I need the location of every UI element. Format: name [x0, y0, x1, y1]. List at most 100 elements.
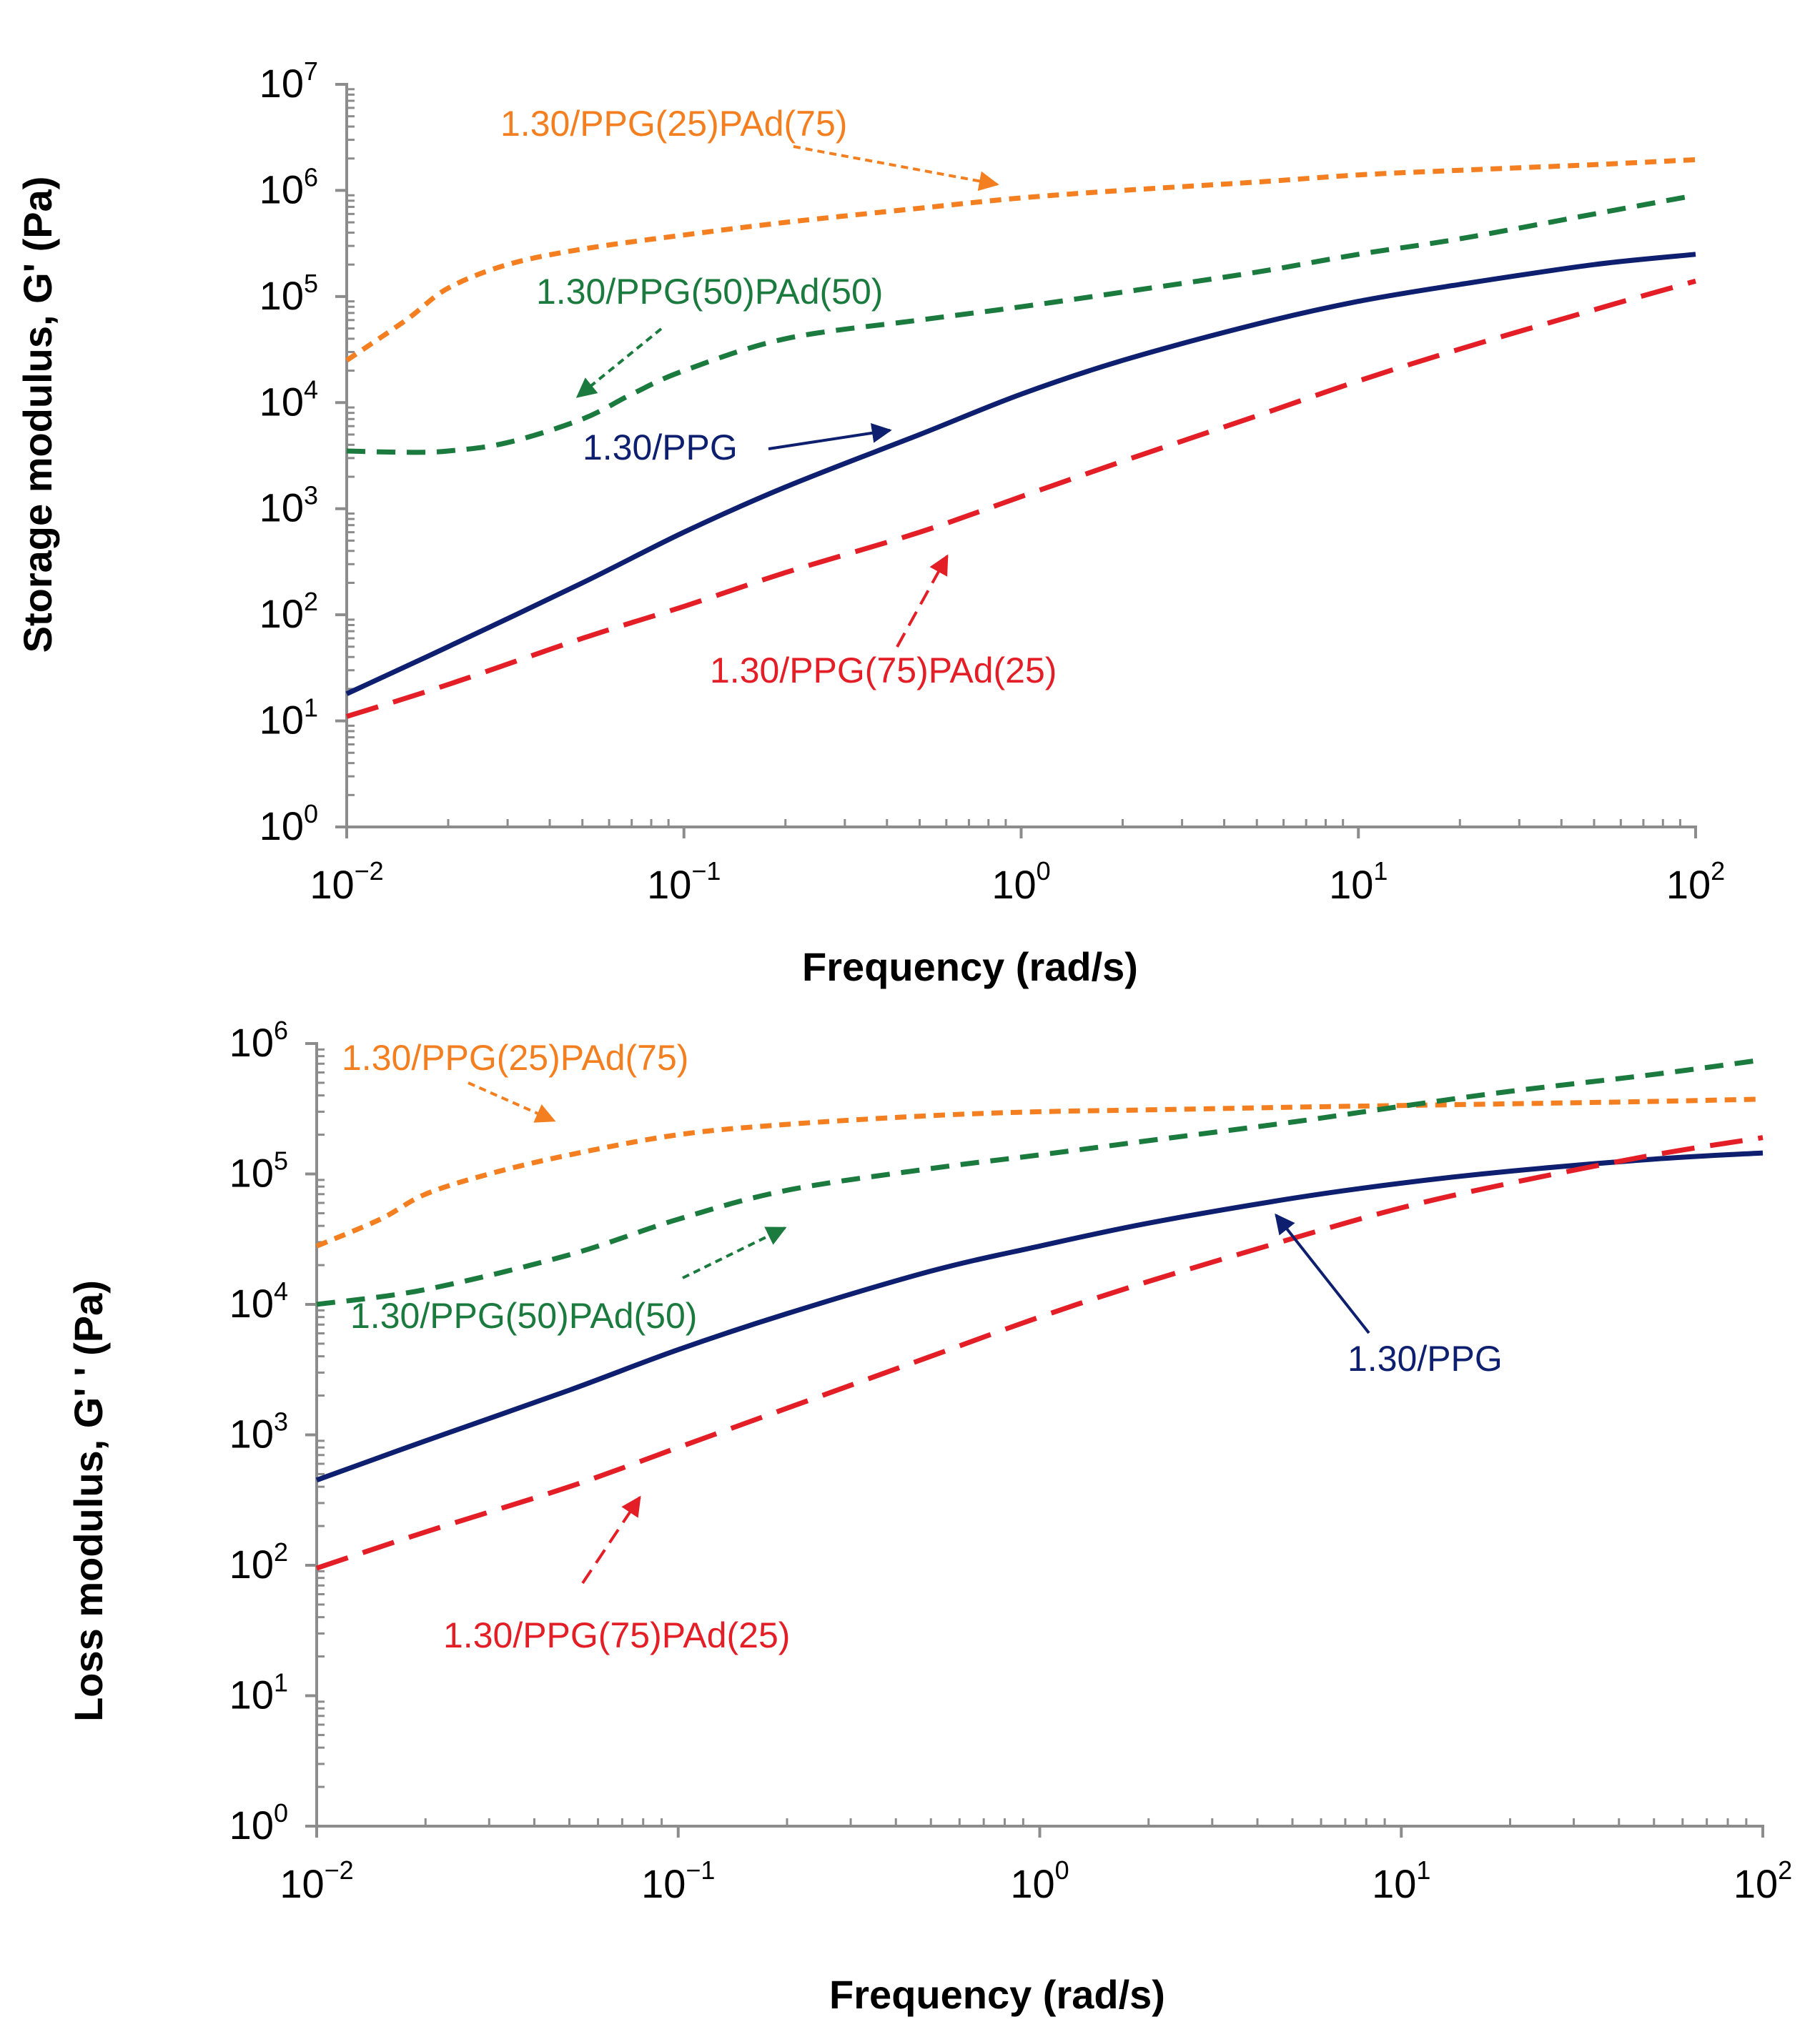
loss-y-tick-exp: 3: [274, 1407, 288, 1437]
storage-y-tick-exp: 3: [304, 481, 318, 510]
loss-y-tick-base: 10: [229, 1542, 274, 1587]
storage-y-tick-exp: 7: [304, 56, 318, 86]
loss-y-tick-exp: 4: [274, 1277, 288, 1306]
loss-y-tick-exp: 1: [274, 1668, 288, 1698]
storage-y-axis-title: Storage modulus, G' (Pa): [15, 177, 60, 653]
loss-line-ppg50-pad50: [316, 1057, 1764, 1307]
loss-y-tick-base: 10: [229, 1672, 274, 1718]
storage-y-tick-base: 10: [259, 485, 304, 530]
loss-x-tick-exp: 1: [1416, 1855, 1430, 1885]
storage-arrow-ppg75-pad25: [896, 554, 949, 648]
loss-line-ppg: [315, 1150, 1764, 1483]
storage-x-tick-label: 100: [991, 856, 1050, 907]
storage-y-tick-label: 107: [259, 56, 318, 106]
loss-x-tick-label: 10−1: [641, 1855, 715, 1906]
loss-x-tick-label: 10−2: [280, 1855, 353, 1906]
loss-x-tick-exp: 0: [1055, 1855, 1069, 1885]
storage-annot-ppg25-pad75: 1.30/PPG(25)PAd(75): [500, 104, 847, 144]
storage-y-tick-base: 10: [259, 803, 304, 848]
storage-arrow-ppg: [768, 422, 892, 450]
loss-y-tick-exp: 6: [274, 1016, 288, 1045]
loss-y-tick-label: 102: [229, 1537, 288, 1587]
storage-line-ppg: [345, 252, 1696, 696]
loss-y-tick-label: 103: [229, 1407, 288, 1457]
storage-y-tick-exp: 5: [304, 269, 318, 298]
storage-y-tick-base: 10: [259, 698, 304, 743]
loss-x-tick-base: 10: [1734, 1861, 1778, 1906]
loss-line-ppg75-pad25: [315, 1135, 1764, 1571]
storage-arrow-ppg25-pad75: [793, 145, 999, 192]
loss-y-tick-base: 10: [229, 1803, 274, 1848]
storage-annot-ppg50-pad50: 1.30/PPG(50)PAd(50): [536, 272, 883, 312]
loss-arrow-ppg50-pad50: [682, 1226, 787, 1279]
loss-x-tick-base: 10: [280, 1861, 324, 1906]
loss-line-ppg25-pad75: [315, 1096, 1764, 1249]
loss-y-tick-label: 100: [229, 1798, 288, 1848]
storage-line-ppg50-pad50: [346, 192, 1696, 455]
loss-arrow-ppg25-pad75: [468, 1081, 556, 1123]
loss-y-tick-base: 10: [229, 1281, 274, 1326]
storage-arrow-ppg50-pad50: [575, 327, 663, 398]
loss-y-tick-label: 105: [229, 1146, 288, 1196]
loss-x-tick-label: 101: [1372, 1855, 1430, 1906]
storage-y-tick-base: 10: [259, 379, 304, 424]
loss-y-axis-title: Loss modulus, G' ' (Pa): [66, 1280, 111, 1722]
loss-y-tick-label: 104: [229, 1277, 288, 1326]
storage-y-tick-exp: 6: [304, 162, 318, 192]
loss-y-tick-base: 10: [229, 1151, 274, 1196]
loss-x-tick-base: 10: [1010, 1861, 1054, 1906]
loss-y-tick-exp: 0: [274, 1798, 288, 1828]
storage-x-tick-label: 101: [1329, 856, 1388, 907]
loss-annot-ppg75-pad25: 1.30/PPG(75)PAd(25): [443, 1615, 790, 1655]
storage-y-tick-base: 10: [259, 273, 304, 318]
storage-y-tick-label: 101: [259, 693, 318, 743]
storage-y-tick-exp: 1: [304, 693, 318, 723]
storage-y-tick-label: 104: [259, 375, 318, 424]
loss-y-tick-label: 101: [229, 1668, 288, 1718]
storage-y-tick-label: 105: [259, 269, 318, 318]
storage-y-tick-label: 102: [259, 587, 318, 636]
loss-x-tick-exp: −2: [325, 1855, 354, 1885]
loss-y-tick-base: 10: [229, 1412, 274, 1457]
loss-annot-ppg50-pad50: 1.30/PPG(50)PAd(50): [350, 1296, 697, 1336]
loss-y-tick-base: 10: [229, 1020, 274, 1065]
storage-y-tick-label: 100: [259, 799, 318, 848]
storage-y-tick-exp: 4: [304, 375, 318, 404]
loss-annot-ppg25-pad75: 1.30/PPG(25)PAd(75): [342, 1038, 688, 1078]
storage-x-tick-exp: 0: [1037, 856, 1051, 886]
loss-y-tick-exp: 5: [274, 1146, 288, 1176]
storage-y-tick-base: 10: [259, 61, 304, 106]
storage-line-ppg25-pad75: [345, 157, 1696, 363]
storage-x-tick-exp: 1: [1373, 856, 1388, 886]
storage-x-tick-exp: −1: [691, 856, 721, 886]
loss-series-layer: [315, 1057, 1764, 1571]
storage-x-tick-base: 10: [991, 862, 1036, 907]
storage-annot-ppg: 1.30/PPG: [583, 427, 738, 467]
loss-arrow-ppg: [1275, 1213, 1370, 1334]
storage-x-tick-base: 10: [1666, 862, 1711, 907]
loss-x-tick-label: 102: [1734, 1855, 1792, 1906]
storage-series-layer: [345, 157, 1696, 719]
storage-y-tick-exp: 0: [304, 799, 318, 828]
loss-x-tick-label: 100: [1010, 1855, 1069, 1906]
loss-x-tick-exp: −1: [686, 1855, 715, 1885]
loss-y-tick-exp: 2: [274, 1537, 288, 1567]
loss-x-axis-title: Frequency (rad/s): [829, 1972, 1165, 2017]
loss-x-tick-exp: 2: [1778, 1855, 1792, 1885]
storage-x-tick-base: 10: [1329, 862, 1373, 907]
storage-x-tick-base: 10: [310, 862, 354, 907]
storage-x-axis-title: Frequency (rad/s): [802, 944, 1138, 989]
storage-y-tick-exp: 2: [304, 587, 318, 616]
loss-y-tick-label: 106: [229, 1016, 288, 1065]
storage-y-tick-base: 10: [259, 591, 304, 636]
storage-x-tick-label: 10−1: [647, 856, 721, 907]
storage-annot-ppg75-pad25: 1.30/PPG(75)PAd(25): [710, 650, 1057, 690]
loss-arrow-ppg75-pad25: [581, 1495, 641, 1585]
loss-x-tick-base: 10: [641, 1861, 686, 1906]
storage-line-ppg75-pad25: [345, 278, 1696, 719]
